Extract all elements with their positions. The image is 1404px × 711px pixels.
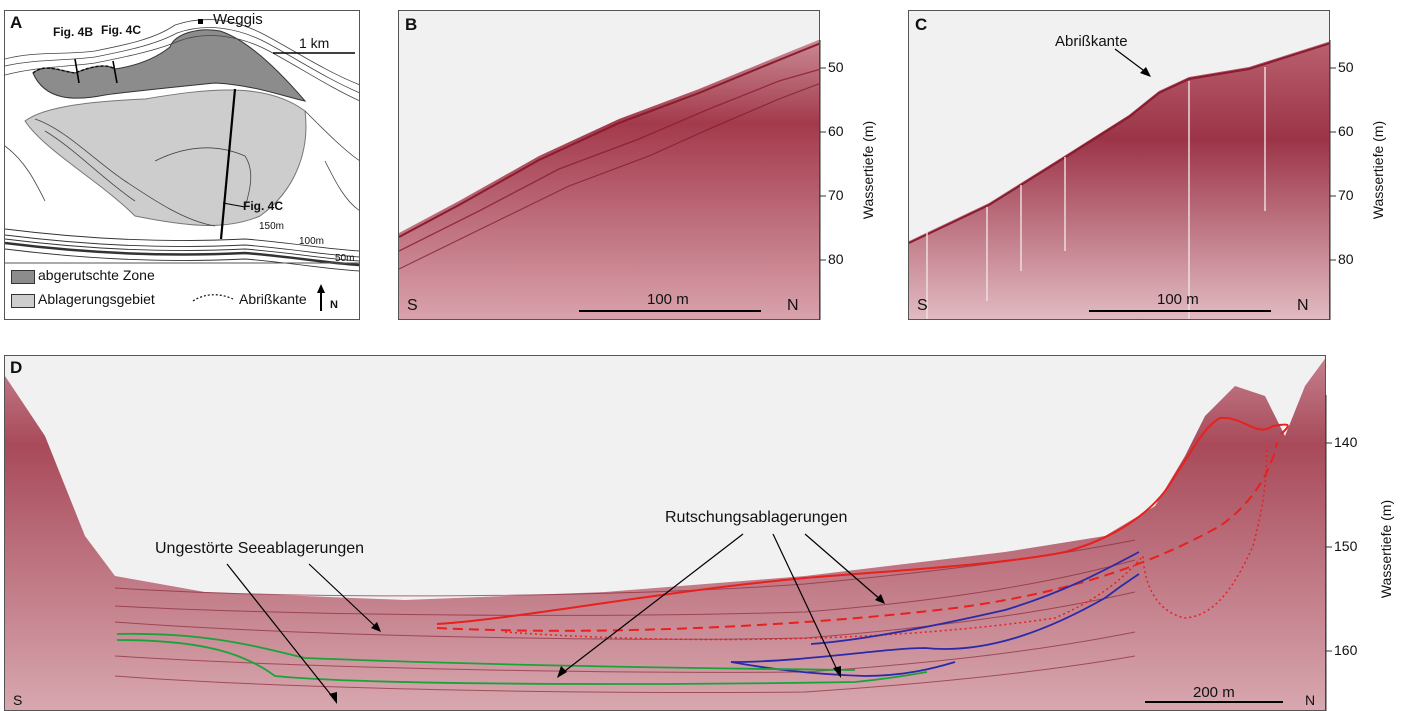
scarp-legend-symbol — [192, 294, 234, 302]
seismic-body-d — [5, 358, 1325, 710]
blue-lower-line — [730, 573, 1140, 663]
axis-label-c: Wassertiefe (m) — [1370, 120, 1386, 220]
panel-c: C Abrißkante S N 100 m 50 60 70 80 Wasse… — [908, 10, 1404, 322]
legend-deposit-swatch — [11, 294, 35, 308]
tick-60-b: 60 — [828, 123, 844, 139]
legend-scarp-label: Abrißkante — [239, 291, 307, 307]
panel-d-image: D Rutschungsablagerungen Ungestörte Seea… — [4, 355, 1326, 711]
depth-100-label: 100m — [299, 236, 325, 247]
tick-80-c: 80 — [1338, 251, 1354, 267]
tick-80-b: 80 — [828, 251, 844, 267]
panel-label-c: C — [915, 15, 928, 34]
annotation-lake-deposits: Ungestörte Seeablagerungen — [155, 540, 365, 557]
south-label-c: S — [917, 297, 928, 314]
scale-label-d: 200 m — [1193, 684, 1235, 701]
annotation-scarp-c: Abrißkante — [1055, 33, 1128, 50]
panel-label-d: D — [10, 358, 23, 377]
slide-top-red-line — [436, 416, 1289, 625]
scarp-line — [32, 65, 116, 74]
scale-label: 1 km — [299, 35, 330, 51]
town-marker — [198, 19, 203, 24]
seismic-body-b — [399, 39, 819, 319]
fig4c-mid-label: Fig. 4C — [243, 199, 284, 213]
green-lower-line — [116, 639, 928, 685]
south-label-b: S — [407, 297, 418, 314]
north-arrow-icon — [317, 284, 325, 311]
legend-deposit-label: Ablagerungsgebiet — [38, 291, 155, 307]
tick-70-c: 70 — [1338, 187, 1354, 203]
scale-label-b: 100 m — [647, 291, 689, 308]
panel-label-a: A — [10, 13, 23, 32]
annotation-slide-deposits: Rutschungsablagerungen — [665, 509, 848, 526]
north-label-d: N — [1305, 692, 1316, 708]
blue-upper-line — [810, 551, 1140, 645]
seismic-body-c — [909, 41, 1329, 319]
axis-label-b: Wassertiefe (m) — [860, 120, 876, 220]
panel-c-image: C Abrißkante S N 100 m — [908, 10, 1330, 320]
fig4c-top-label: Fig. 4C — [101, 23, 142, 37]
profile-line-4c-top — [112, 60, 118, 84]
tick-50-c: 50 — [1338, 59, 1354, 75]
tick-70-b: 70 — [828, 187, 844, 203]
tick-50-b: 50 — [828, 59, 844, 75]
panel-label-b: B — [405, 15, 418, 34]
panel-a-map: A Fig. 4B Fig. 4C Weggis 1 km Fig. 4C 15… — [4, 10, 360, 320]
axis-label-d: Wassertiefe (m) — [1378, 499, 1394, 599]
north-label-b: N — [787, 297, 799, 314]
legend-slid-label: abgerutschte Zone — [38, 267, 155, 283]
south-label-d: S — [13, 692, 23, 708]
tick-150-d: 150 — [1334, 538, 1358, 554]
panel-b-image: B S N 100 m — [398, 10, 820, 320]
legend-slid-swatch — [11, 270, 35, 284]
panel-d: D Rutschungsablagerungen Ungestörte Seea… — [4, 355, 1404, 711]
annotation-arrow-c — [1114, 48, 1148, 74]
north-label: N — [330, 299, 338, 311]
map-drawing — [5, 19, 359, 311]
tick-160-d: 160 — [1334, 642, 1358, 658]
scale-label-c: 100 m — [1157, 291, 1199, 308]
slide-base-dashed-line — [436, 441, 1278, 632]
tick-60-c: 60 — [1338, 123, 1354, 139]
deposit-area — [24, 89, 307, 226]
depth-150-label: 150m — [259, 221, 285, 232]
north-label-c: N — [1297, 297, 1309, 314]
tick-140-d: 140 — [1334, 434, 1358, 450]
fig4b-label: Fig. 4B — [53, 25, 94, 39]
depth-50-label: 50m — [335, 253, 355, 264]
panel-b: B S N 100 m 50 60 70 80 Wassertiefe (m) — [398, 10, 878, 322]
profile-line-4c — [219, 88, 237, 240]
town-label: Weggis — [213, 11, 263, 28]
profile-line-4b — [74, 58, 80, 84]
green-upper-line — [116, 632, 856, 671]
